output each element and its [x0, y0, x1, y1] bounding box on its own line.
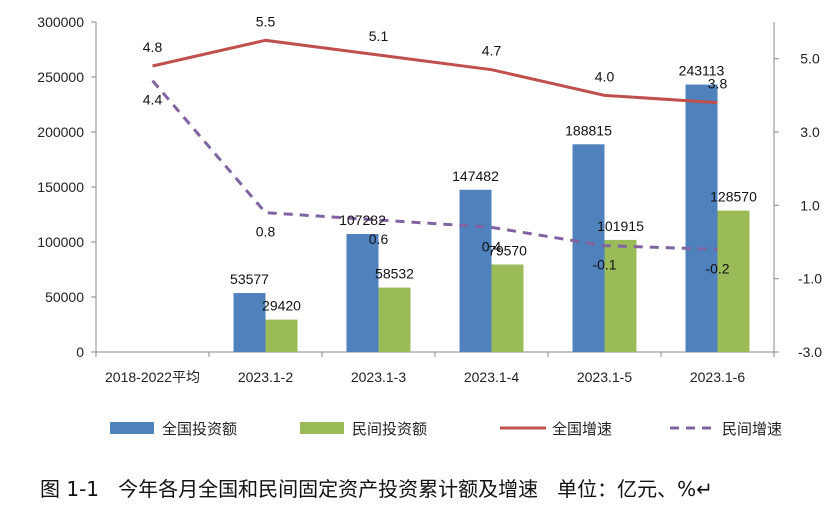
line-label: 4.7: [482, 43, 502, 59]
y-left-tick-label: 250000: [37, 69, 84, 85]
legend: 全国投资额 民间投资额 全国增速 民间增速: [110, 420, 782, 438]
bar-label: 79570: [488, 242, 527, 258]
y-left-tick-label: 300000: [37, 14, 84, 30]
y-right-tick-label: 5.0: [800, 51, 820, 67]
bar-label: 53577: [230, 271, 269, 287]
legend-label: 全国投资额: [162, 420, 237, 438]
legend-swatch: [300, 422, 344, 434]
line-label: 5.5: [256, 13, 276, 29]
y-right-tick-label: -3.0: [798, 344, 822, 360]
y-left-tick-label: 50000: [45, 289, 84, 305]
bar-label: 101915: [597, 218, 644, 234]
x-tick-label: 2023.1-6: [690, 369, 745, 385]
y-right-tick-label: -1.0: [798, 271, 822, 287]
line-label: -0.2: [705, 260, 729, 276]
bar: [491, 264, 524, 352]
line-label: 4.8: [143, 39, 163, 55]
y-left-tick-label: 150000: [37, 179, 84, 195]
legend-swatch: [110, 422, 154, 434]
bar-label: 188815: [565, 122, 612, 138]
bar: [233, 293, 266, 352]
x-tick-label: 2023.1-3: [351, 369, 406, 385]
line-label: 4.4: [143, 92, 163, 108]
bar-label: 107282: [339, 212, 386, 228]
bars: [233, 84, 750, 353]
bar-label: 29420: [262, 298, 301, 314]
bar-label: 147482: [452, 168, 499, 184]
bar-label: 128570: [710, 189, 757, 205]
legend-label: 民间增速: [722, 420, 782, 438]
x-tick-label: 2018-2022平均: [105, 369, 200, 385]
chart: 0 50000 100000 150000 200000 250000 300000 -3.0…: [37, 13, 822, 438]
y-left-tick-label: 100000: [37, 234, 84, 250]
legend-label: 民间投资额: [352, 420, 427, 438]
bar: [717, 210, 750, 352]
bar: [572, 144, 605, 352]
y-right-tick-label: 1.0: [800, 197, 820, 213]
bar: [685, 84, 718, 353]
lines: [151, 38, 718, 251]
line-label: 0.8: [256, 224, 276, 240]
data-labels: 53577 107282 147482 188815 243113 29420 58532 7…: [143, 13, 757, 313]
line-label: 3.8: [708, 76, 728, 92]
bar-label: 243113: [679, 63, 725, 79]
figure-caption: 图 1-1 今年各月全国和民间固定资产投资累计额及增速 单位：亿元、%↵: [40, 477, 713, 501]
line-label: -0.1: [592, 257, 616, 273]
bar: [265, 319, 298, 352]
series-line: [152, 38, 718, 105]
y-left-tick-label: 0: [76, 344, 84, 360]
x-tick-label: 2023.1-2: [238, 369, 293, 385]
line-label: 5.1: [369, 28, 389, 44]
y-left-tick-label: 200000: [37, 124, 84, 140]
legend-label: 全国增速: [552, 420, 612, 438]
bar: [604, 239, 637, 352]
bar: [346, 233, 379, 352]
series-line: [151, 79, 718, 251]
bar-label: 58532: [375, 266, 414, 282]
x-tick-label: 2023.1-4: [464, 369, 519, 385]
x-tick-label: 2023.1-5: [577, 369, 632, 385]
y-right-tick-label: 3.0: [800, 124, 820, 140]
line-label: 0.4: [482, 238, 502, 254]
bar: [459, 189, 492, 352]
axes: 0 50000 100000 150000 200000 250000 300000 -3.0…: [37, 14, 822, 385]
line-label: 0.6: [369, 231, 389, 247]
line-label: 4.0: [595, 68, 615, 84]
bar: [378, 287, 411, 352]
